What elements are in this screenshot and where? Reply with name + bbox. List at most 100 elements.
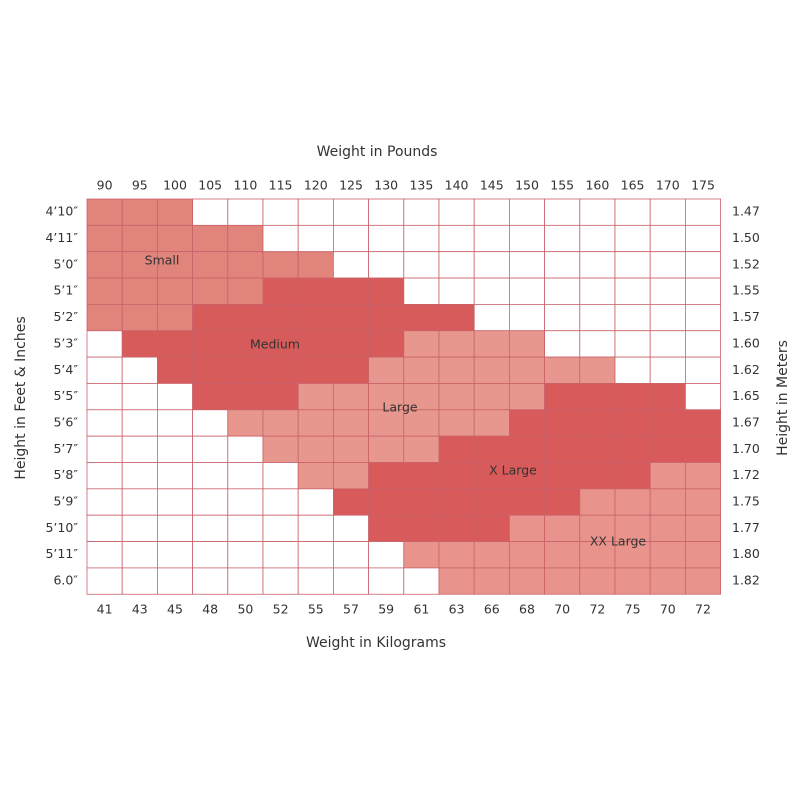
- feet-label: 5’11″: [45, 546, 78, 561]
- meter-label: 1.57: [732, 309, 760, 324]
- cell: [508, 567, 545, 595]
- cell: [438, 277, 475, 305]
- pound-label: 150: [515, 178, 539, 193]
- cell: [438, 541, 475, 569]
- cell: [614, 198, 651, 226]
- cell: [86, 330, 123, 358]
- cell: [332, 462, 369, 490]
- cell: [262, 224, 299, 253]
- cell: [438, 409, 475, 437]
- cell: [297, 330, 334, 358]
- cell: [403, 330, 440, 358]
- cell: [579, 277, 616, 305]
- cell: [508, 198, 545, 226]
- cell: [262, 251, 299, 279]
- cell: [332, 224, 369, 253]
- cell: [368, 514, 405, 542]
- cell: [649, 251, 686, 279]
- labels: 90 95 100 105 110 115 120 125 130 135 140 145 150 155…: [45, 178, 759, 617]
- cell: [438, 383, 475, 411]
- feet-label: 5’9″: [53, 494, 78, 509]
- kg-label: 45: [167, 602, 183, 617]
- cell: [685, 303, 722, 332]
- cell: [227, 383, 264, 411]
- cell: [192, 356, 229, 384]
- cell: [86, 198, 123, 226]
- cell: [649, 409, 686, 437]
- kg-label: 66: [484, 602, 500, 617]
- cell: [685, 435, 722, 463]
- cell: [297, 541, 334, 569]
- bottom-axis-title: Weight in Kilograms: [306, 635, 446, 651]
- cell: [473, 330, 510, 358]
- cell: [332, 409, 369, 437]
- cell: [473, 224, 510, 253]
- cell: [579, 224, 616, 253]
- cell: [86, 356, 123, 384]
- cell: [262, 198, 299, 226]
- cell: [685, 488, 722, 516]
- cell: [544, 277, 581, 305]
- cell: [685, 198, 722, 226]
- pound-label: 95: [132, 178, 148, 193]
- cell: [121, 462, 158, 490]
- cell: [121, 488, 158, 516]
- meter-label: 1.62: [732, 362, 760, 377]
- cell: [614, 251, 651, 279]
- cell: [332, 330, 369, 358]
- cell: [649, 383, 686, 411]
- cell: [227, 224, 264, 253]
- feet-label: 5’5″: [53, 388, 78, 403]
- cell: [438, 356, 475, 384]
- cell: [508, 277, 545, 305]
- pound-label: 110: [233, 178, 257, 193]
- cell: [297, 383, 334, 411]
- cell: [121, 198, 158, 226]
- cell: [473, 356, 510, 384]
- cell: [403, 488, 440, 516]
- cell: [403, 541, 440, 569]
- cell: [614, 435, 651, 463]
- feet-label: 5’6″: [53, 414, 78, 429]
- cell: [262, 277, 299, 305]
- cell: [227, 567, 264, 595]
- cell: [649, 224, 686, 253]
- cell: [438, 567, 475, 595]
- pound-label: 165: [621, 178, 645, 193]
- cell: [121, 356, 158, 384]
- cell: [86, 488, 123, 516]
- cell: [544, 330, 581, 358]
- cell: [227, 409, 264, 437]
- cell: [86, 409, 123, 437]
- cell: [156, 277, 193, 305]
- cell: [649, 462, 686, 490]
- cell: [614, 488, 651, 516]
- cell: [227, 514, 264, 542]
- cell: [297, 198, 334, 226]
- cell: [368, 356, 405, 384]
- cell: [473, 251, 510, 279]
- cell: [403, 435, 440, 463]
- pound-label: 130: [374, 178, 398, 193]
- cell: [649, 514, 686, 542]
- kg-label: 72: [589, 602, 605, 617]
- kg-label: 48: [202, 602, 218, 617]
- cell: [473, 409, 510, 437]
- cell: [685, 277, 722, 305]
- cell: [579, 330, 616, 358]
- pound-label: 120: [304, 178, 328, 193]
- cell: [332, 251, 369, 279]
- cell: [403, 303, 440, 332]
- cell: [227, 198, 264, 226]
- cell: [544, 251, 581, 279]
- top-axis-title: Weight in Pounds: [317, 144, 438, 160]
- cell: [579, 251, 616, 279]
- size-label: Small: [145, 253, 180, 268]
- cell: [297, 303, 334, 332]
- cell: [614, 330, 651, 358]
- pound-label: 155: [550, 178, 574, 193]
- cell: [438, 435, 475, 463]
- feet-label: 5’10″: [45, 520, 78, 535]
- cell: [685, 514, 722, 542]
- cell: [156, 224, 193, 253]
